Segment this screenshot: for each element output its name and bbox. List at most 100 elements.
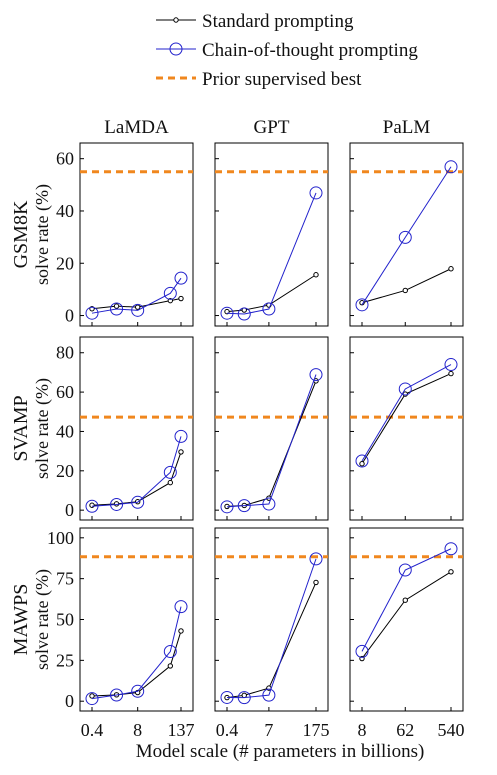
standard-point <box>448 370 454 377</box>
cot-point <box>398 382 412 396</box>
cot-series-line <box>226 558 317 699</box>
standard-point <box>134 304 141 310</box>
legend-item-prior: Prior supervised best <box>156 69 362 90</box>
y-axis-label: solve rate (%) <box>32 184 53 285</box>
cot-point <box>85 499 99 513</box>
panel-frame <box>214 142 329 327</box>
cot-point <box>220 690 234 704</box>
x-tick-label: 540 <box>438 720 465 740</box>
cot-point <box>163 286 177 300</box>
cot-point <box>262 688 276 702</box>
cot-series-line <box>91 606 182 700</box>
standard-point <box>178 295 184 302</box>
standard-point <box>359 461 365 467</box>
cot-point <box>85 306 99 320</box>
cot-series-line <box>226 374 317 508</box>
panel-frame <box>214 336 329 521</box>
cot-series-line <box>226 192 317 315</box>
standard-point <box>448 569 454 575</box>
y-tick-label: 40 <box>56 201 74 221</box>
panel-mawps-lamda: 0 25 50 75 100 0.4 8 137 <box>47 527 195 740</box>
legend-label-prior: Prior supervised best <box>202 69 362 90</box>
x-tick-label: 8 <box>133 720 142 740</box>
y-tick-label: 20 <box>56 461 74 481</box>
x-tick-label: 0.4 <box>216 720 239 740</box>
standard-point <box>89 693 95 699</box>
standard-series-line <box>91 451 182 506</box>
panel-mawps-gpt: 0.4 7 175 <box>214 527 330 740</box>
legend-label-cot: Chain-of-thought prompting <box>202 40 418 61</box>
cot-point <box>131 303 145 317</box>
panel-svamp-palm <box>349 336 464 521</box>
cot-point <box>174 271 188 285</box>
y-tick-label: 80 <box>56 343 74 363</box>
panel-gsm8k-lamda: 0 20 40 60 <box>56 142 194 327</box>
cot-point <box>163 465 177 479</box>
cot-point <box>174 600 188 614</box>
legend-marker-standard <box>173 17 179 23</box>
y-tick-label: 40 <box>56 421 74 441</box>
y-tick-label: 25 <box>56 650 74 670</box>
panel-gsm8k-gpt <box>214 142 329 327</box>
standard-point <box>167 663 174 669</box>
panel-frame <box>349 336 464 521</box>
cot-point <box>174 429 188 443</box>
cot-point <box>444 358 458 372</box>
cot-point <box>355 454 369 468</box>
y-axis-label: solve rate (%) <box>32 569 53 670</box>
panel-frame <box>79 142 194 327</box>
column-title-palm: PaLM <box>383 117 431 138</box>
cot-point <box>220 306 234 320</box>
cot-point <box>355 298 369 312</box>
cot-point <box>262 302 276 316</box>
standard-series-line <box>361 373 452 464</box>
cot-point <box>398 230 412 244</box>
cot-series-line <box>361 364 452 462</box>
cot-point <box>220 500 234 514</box>
standard-point <box>313 272 319 278</box>
column-title-gpt: GPT <box>254 117 290 138</box>
standard-series-line <box>91 630 182 697</box>
y-tick-label: 60 <box>56 382 74 402</box>
panel-frame <box>349 142 464 327</box>
x-tick-label: 175 <box>303 720 330 740</box>
standard-series-line <box>226 582 317 699</box>
standard-point <box>113 303 120 309</box>
cot-point <box>110 688 124 702</box>
panel-gsm8k-palm <box>349 142 464 327</box>
standard-point <box>402 597 408 603</box>
cot-point <box>309 552 323 566</box>
cot-point <box>237 499 251 513</box>
standard-point <box>178 449 184 455</box>
y-tick-label: 50 <box>56 610 74 630</box>
standard-point <box>448 266 454 272</box>
standard-point <box>89 502 95 508</box>
panel-frame <box>79 336 194 521</box>
cot-point <box>309 368 323 382</box>
standard-series-line <box>226 380 317 507</box>
y-tick-label: 20 <box>56 253 74 273</box>
y-tick-label: 100 <box>47 528 74 548</box>
standard-series-line <box>226 274 317 313</box>
panel-svamp-gpt <box>214 336 329 521</box>
x-axis-label: Model scale (# parameters in billions) <box>136 741 425 762</box>
cot-point <box>309 186 323 200</box>
column-titles: LaMDA GPT PaLM <box>104 117 430 138</box>
row-label-gsm8k: GSM8K <box>10 200 32 268</box>
standard-point <box>402 287 408 294</box>
cot-point <box>444 160 458 174</box>
cot-point <box>237 307 251 321</box>
cot-point <box>355 644 369 658</box>
cot-point <box>131 684 145 698</box>
standard-point <box>313 579 319 586</box>
cot-series-line <box>91 436 182 507</box>
standard-series-line <box>361 571 452 659</box>
cot-point <box>110 497 124 511</box>
row-label-mawps: MAWPS <box>10 584 32 656</box>
cot-point <box>163 645 177 659</box>
cot-series-line <box>361 166 452 306</box>
y-tick-label: 0 <box>65 306 74 326</box>
y-tick-label: 75 <box>56 569 74 589</box>
